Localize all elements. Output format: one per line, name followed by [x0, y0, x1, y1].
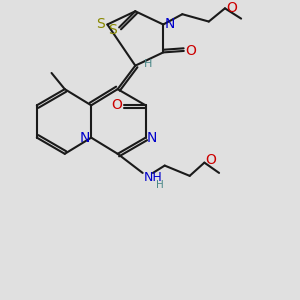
Text: H: H — [143, 59, 152, 69]
Text: O: O — [226, 1, 237, 15]
Text: O: O — [112, 98, 122, 112]
Text: S: S — [108, 23, 117, 38]
Text: N: N — [147, 130, 157, 145]
Text: O: O — [206, 153, 216, 167]
Text: H: H — [156, 180, 164, 190]
Text: N: N — [164, 17, 175, 32]
Text: S: S — [97, 17, 105, 32]
Text: O: O — [185, 44, 196, 58]
Text: NH: NH — [144, 171, 163, 184]
Text: N: N — [80, 130, 90, 145]
